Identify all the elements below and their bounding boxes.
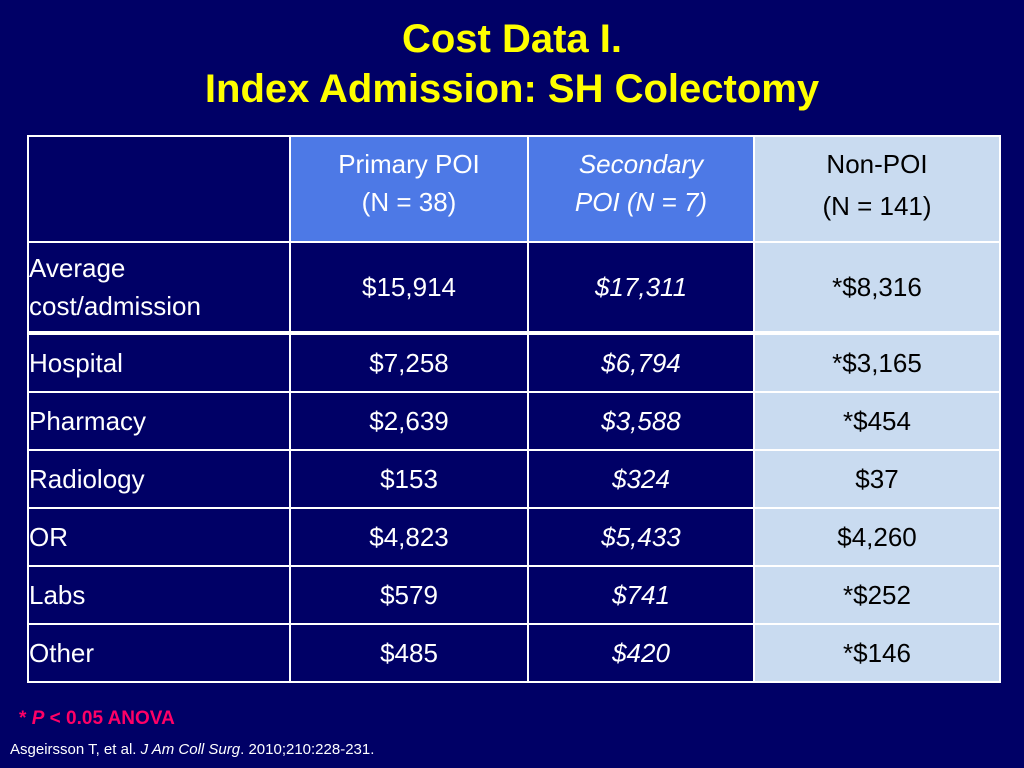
citation: Asgeirsson T, et al. J Am Coll Surg. 201…	[10, 741, 374, 758]
title-line-2: Index Admission: SH Colectomy	[204, 67, 820, 111]
title-line-1: Cost Data I.	[401, 17, 623, 61]
cell-nonpoi: $4,260	[753, 507, 1001, 567]
table-row: Radiology $153 $324 $37	[27, 449, 1001, 509]
table-row: Hospital $7,258 $6,794 *$3,165	[27, 332, 1001, 393]
header-secondary-poi: Secondary POI (N = 7)	[527, 135, 755, 243]
header-secondary-line-2: POI (N = 7)	[574, 187, 708, 217]
footnote-rest: < 0.05 ANOVA	[44, 708, 175, 729]
cell-secondary: $3,588	[527, 391, 755, 451]
cell-primary: $485	[289, 623, 529, 683]
cell-nonpoi: *$146	[753, 623, 1001, 683]
citation-authors: Asgeirsson T, et al.	[10, 741, 141, 758]
row-label: Pharmacy	[27, 391, 291, 451]
header-nonpoi-line-1: Non-POI	[826, 149, 928, 179]
slide-title: Cost Data I. Index Admission: SH Colecto…	[0, 14, 1024, 114]
header-non-poi: Non-POI (N = 141)	[753, 135, 1001, 243]
row-label: Labs	[27, 565, 291, 625]
header-primary-line-1: Primary POI	[338, 149, 480, 179]
header-row: Primary POI (N = 38) Secondary POI (N = …	[27, 135, 1001, 243]
cell-primary: $15,914	[289, 241, 529, 334]
row-label: Radiology	[27, 449, 291, 509]
table-row-average: Average cost/admission $15,914 $17,311 *…	[27, 241, 1001, 334]
cell-secondary: $5,433	[527, 507, 755, 567]
table-row: Other $485 $420 *$146	[27, 623, 1001, 683]
row-label: Other	[27, 623, 291, 683]
cell-primary: $153	[289, 449, 529, 509]
cell-nonpoi: *$454	[753, 391, 1001, 451]
cell-nonpoi: $37	[753, 449, 1001, 509]
footnote-p: P	[31, 708, 45, 729]
cell-nonpoi: *$3,165	[753, 332, 1001, 393]
citation-journal: J Am Coll Surg	[140, 741, 241, 758]
row-label-average: Average cost/admission	[27, 241, 291, 334]
footnote-star: *	[19, 708, 32, 729]
avg-label-line-1: Average	[29, 253, 126, 283]
significance-footnote: * P < 0.05 ANOVA	[19, 708, 175, 730]
header-primary-poi: Primary POI (N = 38)	[289, 135, 529, 243]
row-label: Hospital	[27, 332, 291, 393]
cell-nonpoi: *$252	[753, 565, 1001, 625]
header-secondary-line-1: Secondary	[578, 149, 704, 179]
header-nonpoi-line-2: (N = 141)	[822, 191, 932, 221]
citation-rest: . 2010;210:228-231.	[240, 741, 375, 758]
cell-nonpoi: *$8,316	[753, 241, 1001, 334]
cell-primary: $4,823	[289, 507, 529, 567]
cell-secondary: $420	[527, 623, 755, 683]
cell-primary: $2,639	[289, 391, 529, 451]
row-label: OR	[27, 507, 291, 567]
table-row: OR $4,823 $5,433 $4,260	[27, 507, 1001, 567]
cell-primary: $7,258	[289, 332, 529, 393]
table-row: Pharmacy $2,639 $3,588 *$454	[27, 391, 1001, 451]
header-corner-cell	[27, 135, 291, 243]
cell-secondary: $741	[527, 565, 755, 625]
cell-secondary: $324	[527, 449, 755, 509]
cell-primary: $579	[289, 565, 529, 625]
cell-secondary: $6,794	[527, 332, 755, 393]
avg-label-line-2: cost/admission	[29, 291, 201, 321]
table-row: Labs $579 $741 *$252	[27, 565, 1001, 625]
cell-secondary: $17,311	[527, 241, 755, 334]
cost-table: Primary POI (N = 38) Secondary POI (N = …	[27, 135, 1001, 683]
header-primary-line-2: (N = 38)	[361, 187, 457, 217]
